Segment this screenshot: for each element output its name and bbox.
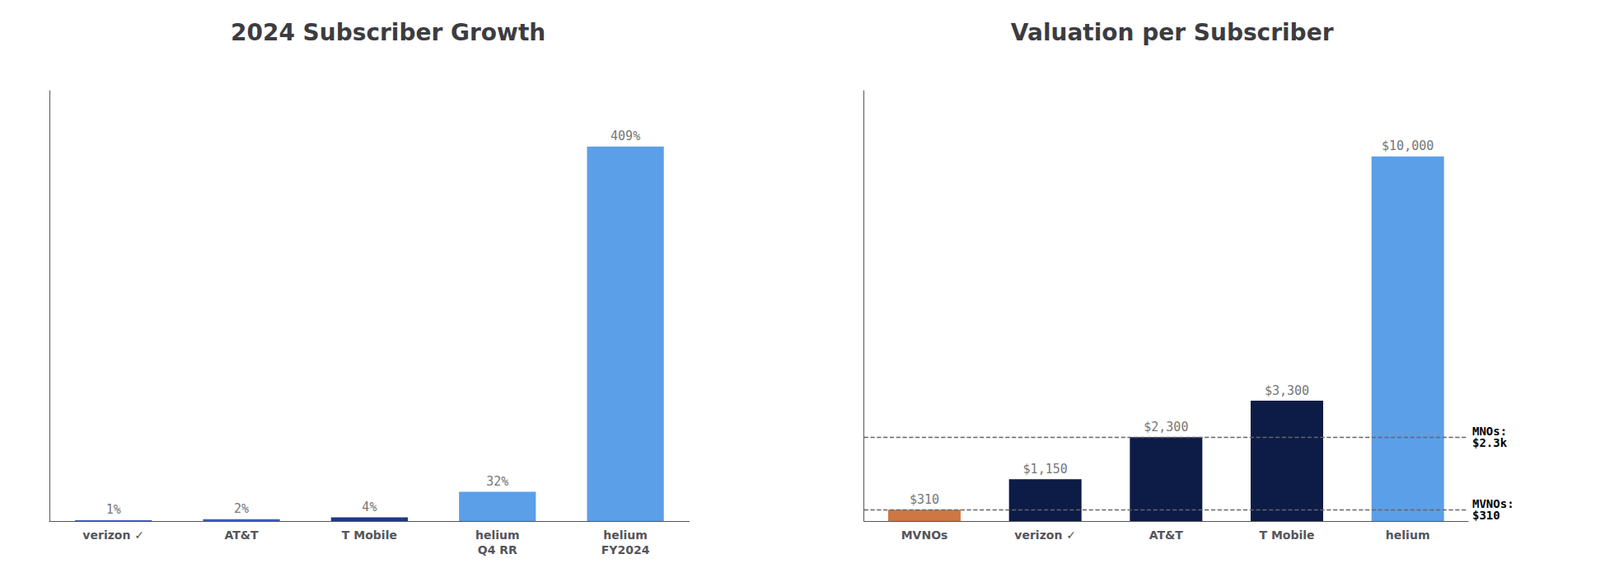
svg-text:helium: helium <box>1385 528 1431 542</box>
svg-text:MVNOs:: MVNOs: <box>1472 497 1514 511</box>
svg-text:FY2024: FY2024 <box>601 542 651 557</box>
svg-text:T Mobile: T Mobile <box>341 528 398 542</box>
svg-text:409%: 409% <box>610 128 641 144</box>
svg-text:helium: helium <box>603 528 648 542</box>
svg-text:2024 Subscriber Growth: 2024 Subscriber Growth <box>230 18 546 47</box>
svg-text:$2,300: $2,300 <box>1143 419 1189 435</box>
svg-text:verizon ✓: verizon ✓ <box>82 528 145 542</box>
svg-text:MVNOs: MVNOs <box>901 528 949 542</box>
svg-text:$3,300: $3,300 <box>1264 383 1310 398</box>
svg-text:verizon ✓: verizon ✓ <box>1014 528 1077 542</box>
svg-text:2%: 2% <box>233 500 249 516</box>
svg-text:32%: 32% <box>486 473 509 489</box>
svg-text:MNOs:: MNOs: <box>1472 424 1508 438</box>
svg-text:AT&T: AT&T <box>224 528 260 542</box>
svg-text:$1,150: $1,150 <box>1023 461 1068 477</box>
svg-text:helium: helium <box>475 528 520 542</box>
svg-text:AT&T: AT&T <box>1149 528 1184 542</box>
svg-text:Q4 RR: Q4 RR <box>477 542 518 557</box>
svg-text:1%: 1% <box>106 501 122 517</box>
svg-text:$10,000: $10,000 <box>1381 138 1434 154</box>
svg-text:$2.3k: $2.3k <box>1472 435 1508 450</box>
svg-text:T Mobile: T Mobile <box>1258 528 1315 542</box>
svg-text:4%: 4% <box>361 499 377 515</box>
svg-text:$310: $310 <box>909 491 940 507</box>
svg-text:Valuation per Subscriber: Valuation per Subscriber <box>1010 18 1334 47</box>
svg-text:$310: $310 <box>1472 508 1501 522</box>
